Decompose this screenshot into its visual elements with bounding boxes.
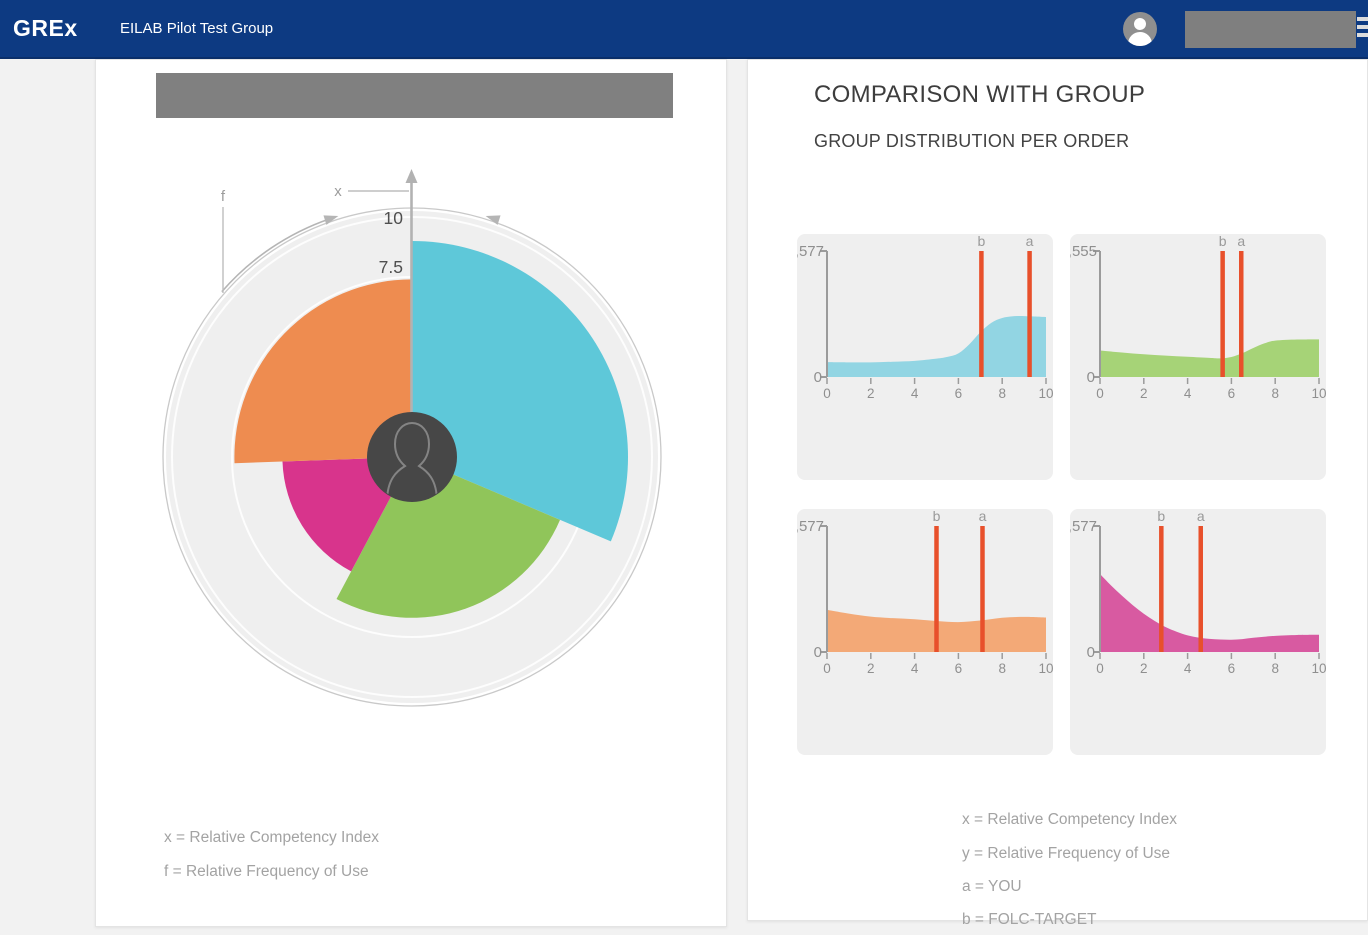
x-tick-label: 8 — [1271, 386, 1279, 401]
y-max-label: ,577 — [797, 243, 824, 260]
x-axis-label: x — [334, 183, 342, 200]
y-zero-label: 0 — [814, 369, 822, 386]
marker-b-label: b — [1157, 509, 1165, 524]
x-tick-label: 8 — [998, 386, 1006, 401]
legend-y-definition: y = Relative Frequency of Use — [962, 845, 1171, 862]
username-redacted-box[interactable] — [1185, 11, 1356, 48]
avatar-person-icon — [386, 421, 438, 501]
distribution-chart-magenta: ,577 0 0 2 4 6 8 10 b a — [1070, 509, 1326, 755]
rose-segment-orange-order[interactable] — [234, 279, 412, 464]
x-tick-label: 4 — [911, 386, 919, 401]
avatar-head-shape — [1134, 18, 1146, 30]
distribution-subtitle: GROUP DISTRIBUTION PER ORDER — [814, 131, 1130, 151]
comparison-title: COMPARISON WITH GROUP — [814, 81, 1146, 108]
app-logo: GREx — [13, 15, 78, 41]
ccw-direction-arrowhead-icon — [485, 215, 501, 225]
user-avatar-icon[interactable] — [1123, 12, 1157, 46]
x-tick-label: 2 — [1140, 661, 1148, 676]
y-max-label: ,577 — [797, 518, 824, 535]
distribution-chart-orange: ,577 0 0 2 4 6 8 10 b a — [797, 509, 1053, 755]
marker-a-label: a — [1197, 509, 1205, 524]
personal-chart-panel: f x 10 7.5 x = Relative Competency Index f … — [95, 59, 727, 927]
x-tick-label: 0 — [1096, 386, 1104, 401]
marker-b-label: b — [933, 509, 941, 524]
density-area — [1100, 574, 1319, 652]
x-tick-label: 0 — [823, 386, 831, 401]
x-tick-label: 0 — [823, 661, 831, 676]
distribution-orange-svg: ,577 00 2 4 6 8 10 b a — [797, 509, 1053, 676]
marker-a-label: a — [1237, 234, 1245, 249]
x-tick-label: 6 — [955, 661, 963, 676]
f-axis-label: f — [221, 188, 226, 205]
f-direction-arc — [221, 217, 331, 293]
x-tick-label: 8 — [998, 661, 1006, 676]
polar-chart-svg: f x 10 7.5 — [162, 169, 662, 707]
x-tick-label: 2 — [867, 661, 875, 676]
distribution-chart-green: ,555 0 0 2 4 6 8 10 b a — [1070, 234, 1326, 480]
x-tick-label: 4 — [911, 661, 919, 676]
x-tick-label: 6 — [955, 386, 963, 401]
radial-axis-arrowhead-icon — [405, 169, 418, 183]
competency-rose-chart: f x 10 7.5 — [142, 167, 682, 727]
y-max-label: ,555 — [1070, 243, 1097, 260]
avatar-circle — [367, 412, 457, 502]
density-area — [1100, 339, 1319, 377]
x-tick-label: 4 — [1184, 661, 1192, 676]
marker-b-label: b — [1219, 234, 1227, 249]
density-area — [827, 316, 1046, 377]
distribution-green-svg: ,555 00 2 4 6 8 10 b a — [1070, 234, 1326, 401]
x-tick-label: 0 — [1096, 661, 1104, 676]
x-tick-label: 6 — [1228, 386, 1236, 401]
x-tick-label: 10 — [1038, 386, 1053, 401]
y-max-label: ,577 — [1070, 518, 1097, 535]
x-tick-label: 2 — [867, 386, 875, 401]
distribution-magenta-svg: ,577 00 2 4 6 8 10 b a — [1070, 509, 1326, 676]
panel-title-redacted-box — [156, 73, 673, 118]
x-tick-label: 10 — [1311, 386, 1326, 401]
y-zero-label: 0 — [814, 644, 822, 661]
marker-a-label: a — [1026, 234, 1034, 249]
legend-b-definition: b = FOLC-TARGET — [962, 911, 1097, 928]
y-zero-label: 0 — [1087, 644, 1095, 661]
distribution-cyan-svg: ,577 00 2 4 6 8 10 b a — [797, 234, 1053, 401]
top-navbar: GREx EILAB Pilot Test Group — [0, 0, 1368, 59]
x-tick-label: 6 — [1228, 661, 1236, 676]
axis-tick-10: 10 — [384, 208, 404, 228]
f-direction-arrowhead-icon — [323, 215, 339, 225]
y-zero-label: 0 — [1087, 369, 1095, 386]
marker-a-label: a — [979, 509, 987, 524]
legend-f-definition: f = Relative Frequency of Use — [164, 863, 369, 880]
x-tick-label: 10 — [1038, 661, 1053, 676]
avatar-body-shape — [1128, 32, 1152, 46]
distribution-chart-cyan: ,577 0 0 2 4 6 8 10 b a — [797, 234, 1053, 480]
center-avatar[interactable] — [367, 412, 457, 502]
x-tick-label: 8 — [1271, 661, 1279, 676]
marker-b-label: b — [977, 234, 985, 249]
legend-a-definition: a = YOU — [962, 878, 1022, 895]
x-tick-label: 4 — [1184, 386, 1192, 401]
rose-segment-cyan-order[interactable] — [412, 241, 628, 542]
axis-tick-7-5: 7.5 — [379, 257, 403, 277]
menu-icon[interactable] — [1357, 17, 1368, 43]
group-name-label: EILAB Pilot Test Group — [120, 20, 274, 37]
group-comparison-panel: COMPARISON WITH GROUP GROUP DISTRIBUTION… — [747, 59, 1368, 928]
x-tick-label: 2 — [1140, 386, 1148, 401]
legend-x-definition: x = Relative Competency Index — [164, 829, 379, 846]
legend-x-definition: x = Relative Competency Index — [962, 811, 1177, 828]
x-tick-label: 10 — [1311, 661, 1326, 676]
